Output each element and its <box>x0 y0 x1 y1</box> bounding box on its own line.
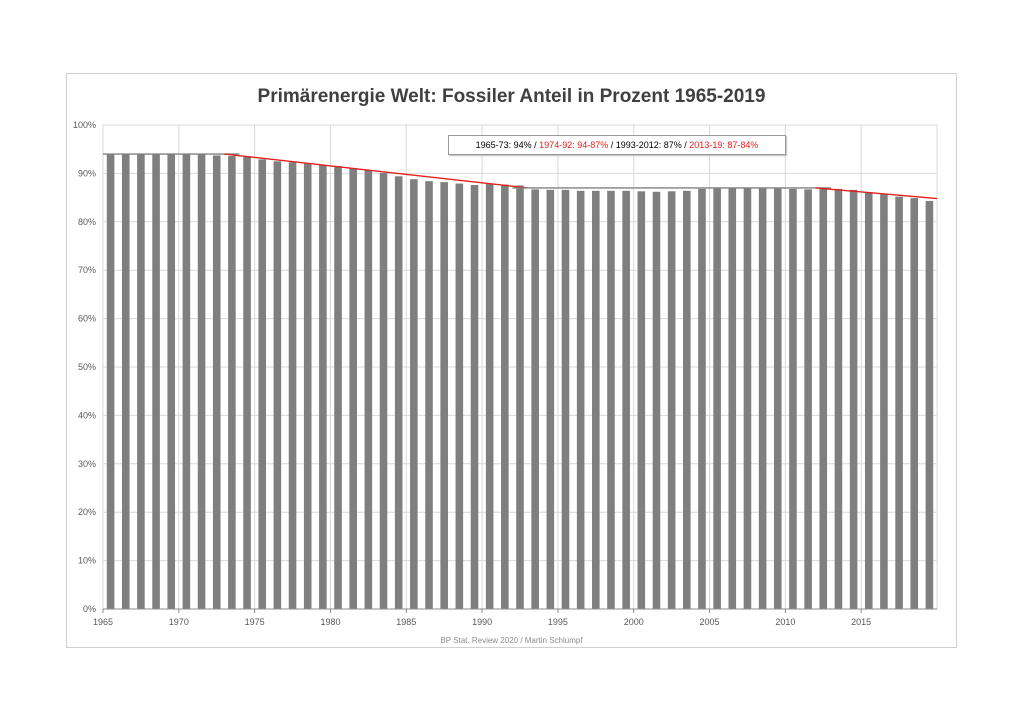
x-tick-label: 1975 <box>245 617 265 627</box>
bar-2007 <box>743 187 752 610</box>
bar-1974 <box>243 155 251 609</box>
bar-2019 <box>925 200 934 609</box>
y-tick-label: 60% <box>78 314 96 324</box>
x-tick-label: 1990 <box>472 617 492 627</box>
bar-2013 <box>834 188 843 609</box>
bar-2016 <box>880 194 888 609</box>
bar-1981 <box>349 168 357 610</box>
bar-1990 <box>485 184 494 609</box>
bar-1977 <box>288 162 297 609</box>
bar-2006 <box>728 188 737 610</box>
chart-title: Primärenergie Welt: Fossiler Anteil in P… <box>257 86 766 107</box>
y-tick-label: 50% <box>78 362 96 372</box>
x-tick-label: 2005 <box>700 617 720 627</box>
bar-1967 <box>137 153 145 609</box>
bar-1966 <box>121 153 130 609</box>
bar-1987 <box>440 182 448 609</box>
bar-1979 <box>319 165 327 609</box>
y-tick-label: 90% <box>78 168 96 178</box>
bar-2004 <box>698 188 706 609</box>
trend-line-4 <box>815 187 938 200</box>
bar-1975 <box>258 159 267 609</box>
bar-1993 <box>531 189 539 609</box>
legend-period-3: / 1993-2012: 87% / <box>608 140 690 150</box>
bar-1992 <box>516 185 524 609</box>
bar-1971 <box>197 154 206 610</box>
bar-1997 <box>592 190 600 609</box>
x-tick-label: 2010 <box>775 617 795 627</box>
bar-2014 <box>849 189 858 609</box>
x-tick-label: 1980 <box>320 617 340 627</box>
bar-2005 <box>713 188 721 610</box>
bar-2010 <box>789 188 797 609</box>
bar-1969 <box>167 154 176 610</box>
x-tick-label: 1970 <box>169 617 189 627</box>
y-tick-label: 40% <box>78 410 96 420</box>
y-tick-label: 20% <box>78 507 96 517</box>
legend-period-1: 1965-73: 94% / <box>475 140 540 150</box>
y-tick-label: 0% <box>83 604 96 614</box>
trend-line-2 <box>224 153 528 189</box>
bar-1968 <box>152 154 160 610</box>
bar-1999 <box>622 190 630 609</box>
legend-period-2: 1974-92: 94-87% <box>539 140 609 150</box>
y-tick-label: 30% <box>78 459 96 469</box>
x-tick-label: 1985 <box>396 617 416 627</box>
bar-1996 <box>576 190 585 609</box>
bar-1985 <box>410 179 418 609</box>
y-tick-label: 100% <box>73 120 96 130</box>
bar-2000 <box>637 191 646 610</box>
x-tick-label: 1995 <box>548 617 568 627</box>
bar-1995 <box>561 189 570 609</box>
legend-period-4: 2013-19: 87-84% <box>689 140 759 150</box>
bar-1986 <box>425 181 433 610</box>
source-note: BP Stat. Review 2020 / Martin Schlumpf <box>440 636 583 645</box>
x-tick-label: 1965 <box>93 617 113 627</box>
y-tick-label: 70% <box>78 265 96 275</box>
bar-2003 <box>683 190 691 609</box>
trend-legend: 1965-73: 94% / 1974-92: 94-87% / 1993-20… <box>448 135 786 155</box>
bar-2012 <box>819 187 828 610</box>
bar-1989 <box>470 185 479 610</box>
bar-2008 <box>758 187 767 610</box>
bar-1973 <box>228 155 236 609</box>
bar-1965 <box>106 153 115 609</box>
bar-1976 <box>273 161 282 610</box>
bar-2001 <box>652 191 661 610</box>
bar-2011 <box>804 189 812 609</box>
bar-1970 <box>182 154 191 610</box>
bar-2015 <box>864 192 873 609</box>
y-tick-label: 80% <box>78 217 96 227</box>
x-tick-label: 2015 <box>851 617 871 627</box>
y-tick-label: 10% <box>78 556 96 566</box>
bar-2002 <box>667 191 676 610</box>
bar-2009 <box>773 188 782 610</box>
bar-1991 <box>501 184 509 610</box>
bar-1972 <box>212 155 221 609</box>
bar-1980 <box>334 166 342 609</box>
bar-1978 <box>303 163 312 609</box>
bar-1998 <box>607 190 615 609</box>
bar-2018 <box>910 198 919 610</box>
bar-1984 <box>394 176 403 609</box>
bar-2017 <box>895 196 903 609</box>
x-tick-label: 2000 <box>624 617 644 627</box>
bar-1994 <box>546 189 555 609</box>
bar-1982 <box>364 170 373 609</box>
bar-1983 <box>379 172 388 609</box>
bar-1988 <box>455 183 464 609</box>
